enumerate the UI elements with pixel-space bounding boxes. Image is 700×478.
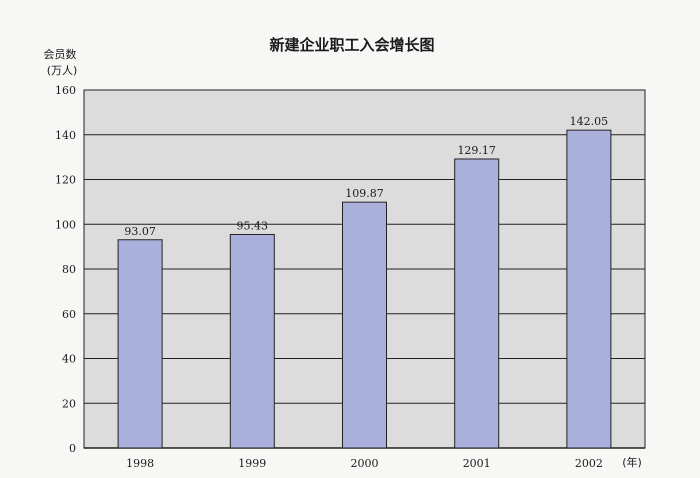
data-label: 129.17: [457, 144, 496, 157]
y-tick-label: 100: [55, 218, 76, 231]
data-labels: 93.07 95.43 109.87 129.17 142.05: [124, 115, 608, 238]
y-tick-label: 20: [62, 397, 76, 410]
bar: [229, 233, 275, 449]
y-axis-label-line1: 会员数: [44, 48, 77, 61]
x-tick-label: 2002: [575, 457, 603, 470]
y-axis-label-line2: (万人): [47, 64, 78, 77]
y-tick-label: 0: [69, 442, 76, 455]
data-label: 142.05: [570, 115, 609, 128]
data-label: 93.07: [124, 225, 156, 238]
y-tick-label: 60: [62, 308, 76, 321]
x-tick-labels: 1998 1999 2000 2001 2002: [126, 457, 603, 470]
x-tick-label: 2001: [463, 457, 491, 470]
y-tick-label: 40: [62, 353, 76, 366]
y-tick-label: 80: [62, 263, 76, 276]
bar: [342, 201, 387, 449]
data-label: 109.87: [345, 187, 384, 200]
x-tick-label: 2000: [351, 457, 379, 470]
y-tick-label: 160: [55, 84, 76, 97]
data-label: 95.43: [237, 219, 269, 232]
y-tick-labels: 0 20 40 60 80 100 120 140 160: [55, 84, 76, 455]
bar: [454, 158, 500, 449]
bar: [566, 129, 612, 449]
y-tick-label: 120: [55, 174, 76, 187]
y-tick-label: 140: [55, 129, 76, 142]
bars: [117, 129, 612, 449]
x-tick-label: 1998: [126, 457, 154, 470]
bar: [117, 239, 163, 449]
x-tick-label: 1999: [238, 457, 266, 470]
x-axis-unit-label: (年): [622, 455, 642, 469]
chart-title: 新建企业职工入会增长图: [269, 36, 434, 54]
